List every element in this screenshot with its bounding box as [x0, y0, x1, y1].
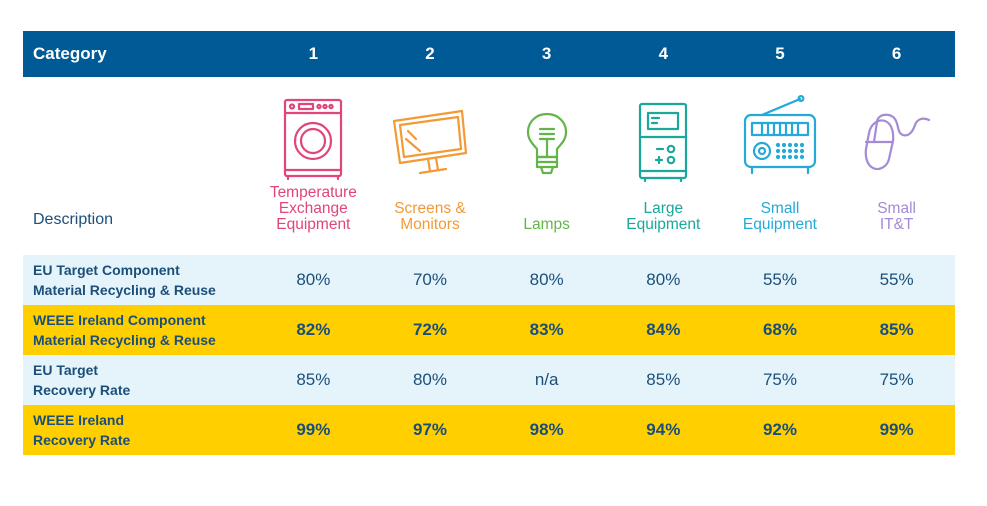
table-cell: 82% — [296, 320, 331, 339]
table-cell: 68% — [762, 320, 797, 339]
table-cell: 92% — [762, 420, 797, 439]
description-row: Description Temperature Exchange Equ — [23, 77, 955, 255]
table-cell: 84% — [646, 320, 681, 339]
table-cell: 80% — [529, 270, 564, 289]
category-4: Large Equipment — [605, 77, 722, 255]
table-cell: 85% — [879, 320, 914, 339]
category-number-6: 6 — [891, 44, 902, 63]
category-number-2: 2 — [425, 44, 435, 63]
table-cell: 75% — [879, 370, 914, 389]
table-cell: 94% — [646, 420, 681, 439]
category-5: Small Equipment — [722, 77, 839, 255]
table-cell: 99% — [879, 420, 914, 439]
category-number-4: 4 — [658, 44, 669, 63]
category-3-name: Lamps — [523, 216, 570, 233]
category-number-1: 1 — [308, 44, 319, 63]
row-label: WEEE Ireland Recovery Rate — [33, 412, 131, 448]
category-2-name: Screens & Monitors — [394, 200, 466, 233]
radio-icon — [743, 94, 817, 175]
row-label: EU Target Recovery Rate — [33, 362, 131, 398]
category-5-name: Small Equipment — [742, 200, 817, 233]
table-cell: 70% — [412, 270, 447, 289]
table-cell: 80% — [412, 370, 447, 389]
table-row: WEEE Ireland Recovery Rate 99% 97% 98% 9… — [23, 405, 955, 455]
category-1-name: Temperature Exchange Equipment — [269, 184, 357, 233]
table-cell: 55% — [762, 270, 797, 289]
category-1: Temperature Exchange Equipment — [255, 77, 372, 255]
category-number-3: 3 — [541, 44, 552, 63]
table-cell: 83% — [529, 320, 564, 339]
table-cell: 97% — [412, 420, 447, 439]
category-6: Small IT&T — [838, 77, 955, 255]
table-cell: 80% — [296, 270, 331, 289]
category-3: Lamps — [488, 77, 605, 255]
monitor-icon — [392, 109, 468, 175]
computer-mouse-icon — [864, 113, 930, 171]
row-label: EU Target Component Material Recycling &… — [33, 262, 216, 298]
weee-targets-table: Category 1 2 3 4 5 6 Description — [23, 31, 955, 455]
table-row: WEEE Ireland Component Material Recyclin… — [23, 305, 955, 355]
category-header-label: Category — [33, 44, 107, 63]
washing-machine-icon — [284, 98, 343, 181]
row-label: WEEE Ireland Component Material Recyclin… — [33, 312, 216, 348]
description-label: Description — [33, 211, 114, 228]
large-equipment-icon — [639, 102, 688, 183]
table-cell: 72% — [412, 320, 447, 339]
table-cell: 99% — [296, 420, 331, 439]
table-row: EU Target Recovery Rate 85% 80% n/a 85% … — [23, 355, 955, 405]
lightbulb-icon — [526, 112, 567, 175]
table-cell: 98% — [529, 420, 564, 439]
table-cell: 85% — [296, 370, 331, 389]
table-header: Category 1 2 3 4 5 6 — [23, 31, 955, 77]
category-number-5: 5 — [775, 44, 785, 63]
category-4-name: Large Equipment — [626, 200, 701, 233]
table-cell: 75% — [762, 370, 797, 389]
table-cell: n/a — [534, 370, 559, 389]
table-cell: 80% — [646, 270, 681, 289]
category-6-name: Small IT&T — [877, 200, 916, 233]
table-cell: 85% — [646, 370, 681, 389]
table-cell: 55% — [879, 270, 914, 289]
category-2: Screens & Monitors — [372, 77, 489, 255]
table-row: EU Target Component Material Recycling &… — [23, 255, 955, 305]
